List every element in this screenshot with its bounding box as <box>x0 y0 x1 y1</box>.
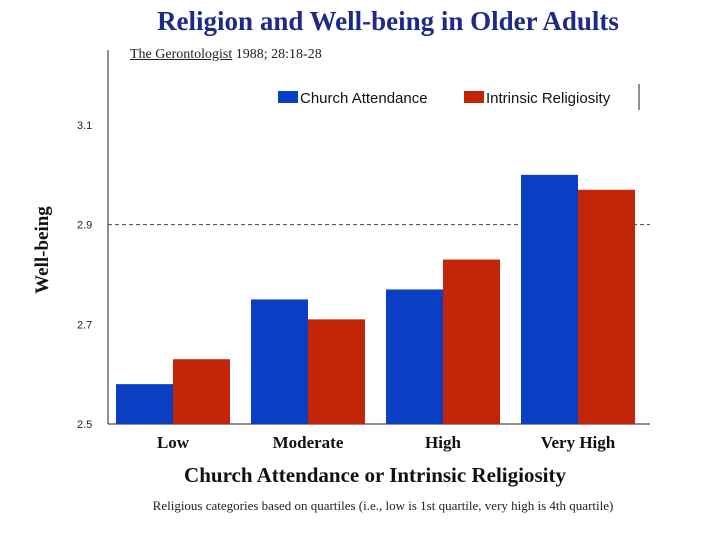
y-tick-label: 2.5 <box>77 419 92 431</box>
x-category-label: Very High <box>541 433 616 452</box>
page-title: Religion and Well-being in Older Adults <box>157 6 619 36</box>
footnote: Religious categories based on quartiles … <box>153 498 614 513</box>
bar <box>308 319 365 424</box>
citation: The Gerontologist 1988; 28:18-28 <box>130 47 322 63</box>
bars-group <box>116 174 635 424</box>
bar <box>578 189 635 424</box>
y-tick-labels: 2.5 2.7 2.9 3.1 <box>77 120 92 431</box>
bar <box>251 299 308 424</box>
bar <box>386 289 443 424</box>
y-tick-label: 2.7 <box>77 319 92 331</box>
bar <box>173 359 230 424</box>
x-category-label: Moderate <box>273 433 344 452</box>
y-axis-label: Well-being <box>32 206 53 294</box>
citation-journal: The Gerontologist <box>130 47 233 62</box>
legend-label: Church Attendance <box>300 90 428 107</box>
citation-details: 1988; 28:18-28 <box>232 47 322 62</box>
bar <box>116 384 173 424</box>
legend-label: Intrinsic Religiosity <box>486 90 611 107</box>
legend: Church Attendance Intrinsic Religiosity <box>278 84 640 110</box>
bar <box>521 174 578 424</box>
y-tick-label: 2.9 <box>77 220 92 232</box>
x-axis-label: Church Attendance or Intrinsic Religiosi… <box>184 463 566 487</box>
x-category-label: Low <box>157 433 190 452</box>
y-tick-label: 3.1 <box>77 120 92 132</box>
x-category-label: High <box>425 433 461 452</box>
legend-swatch <box>278 91 298 103</box>
x-category-labels: Low Moderate High Very High <box>157 433 616 452</box>
legend-swatch <box>464 91 484 103</box>
bar <box>443 259 500 424</box>
